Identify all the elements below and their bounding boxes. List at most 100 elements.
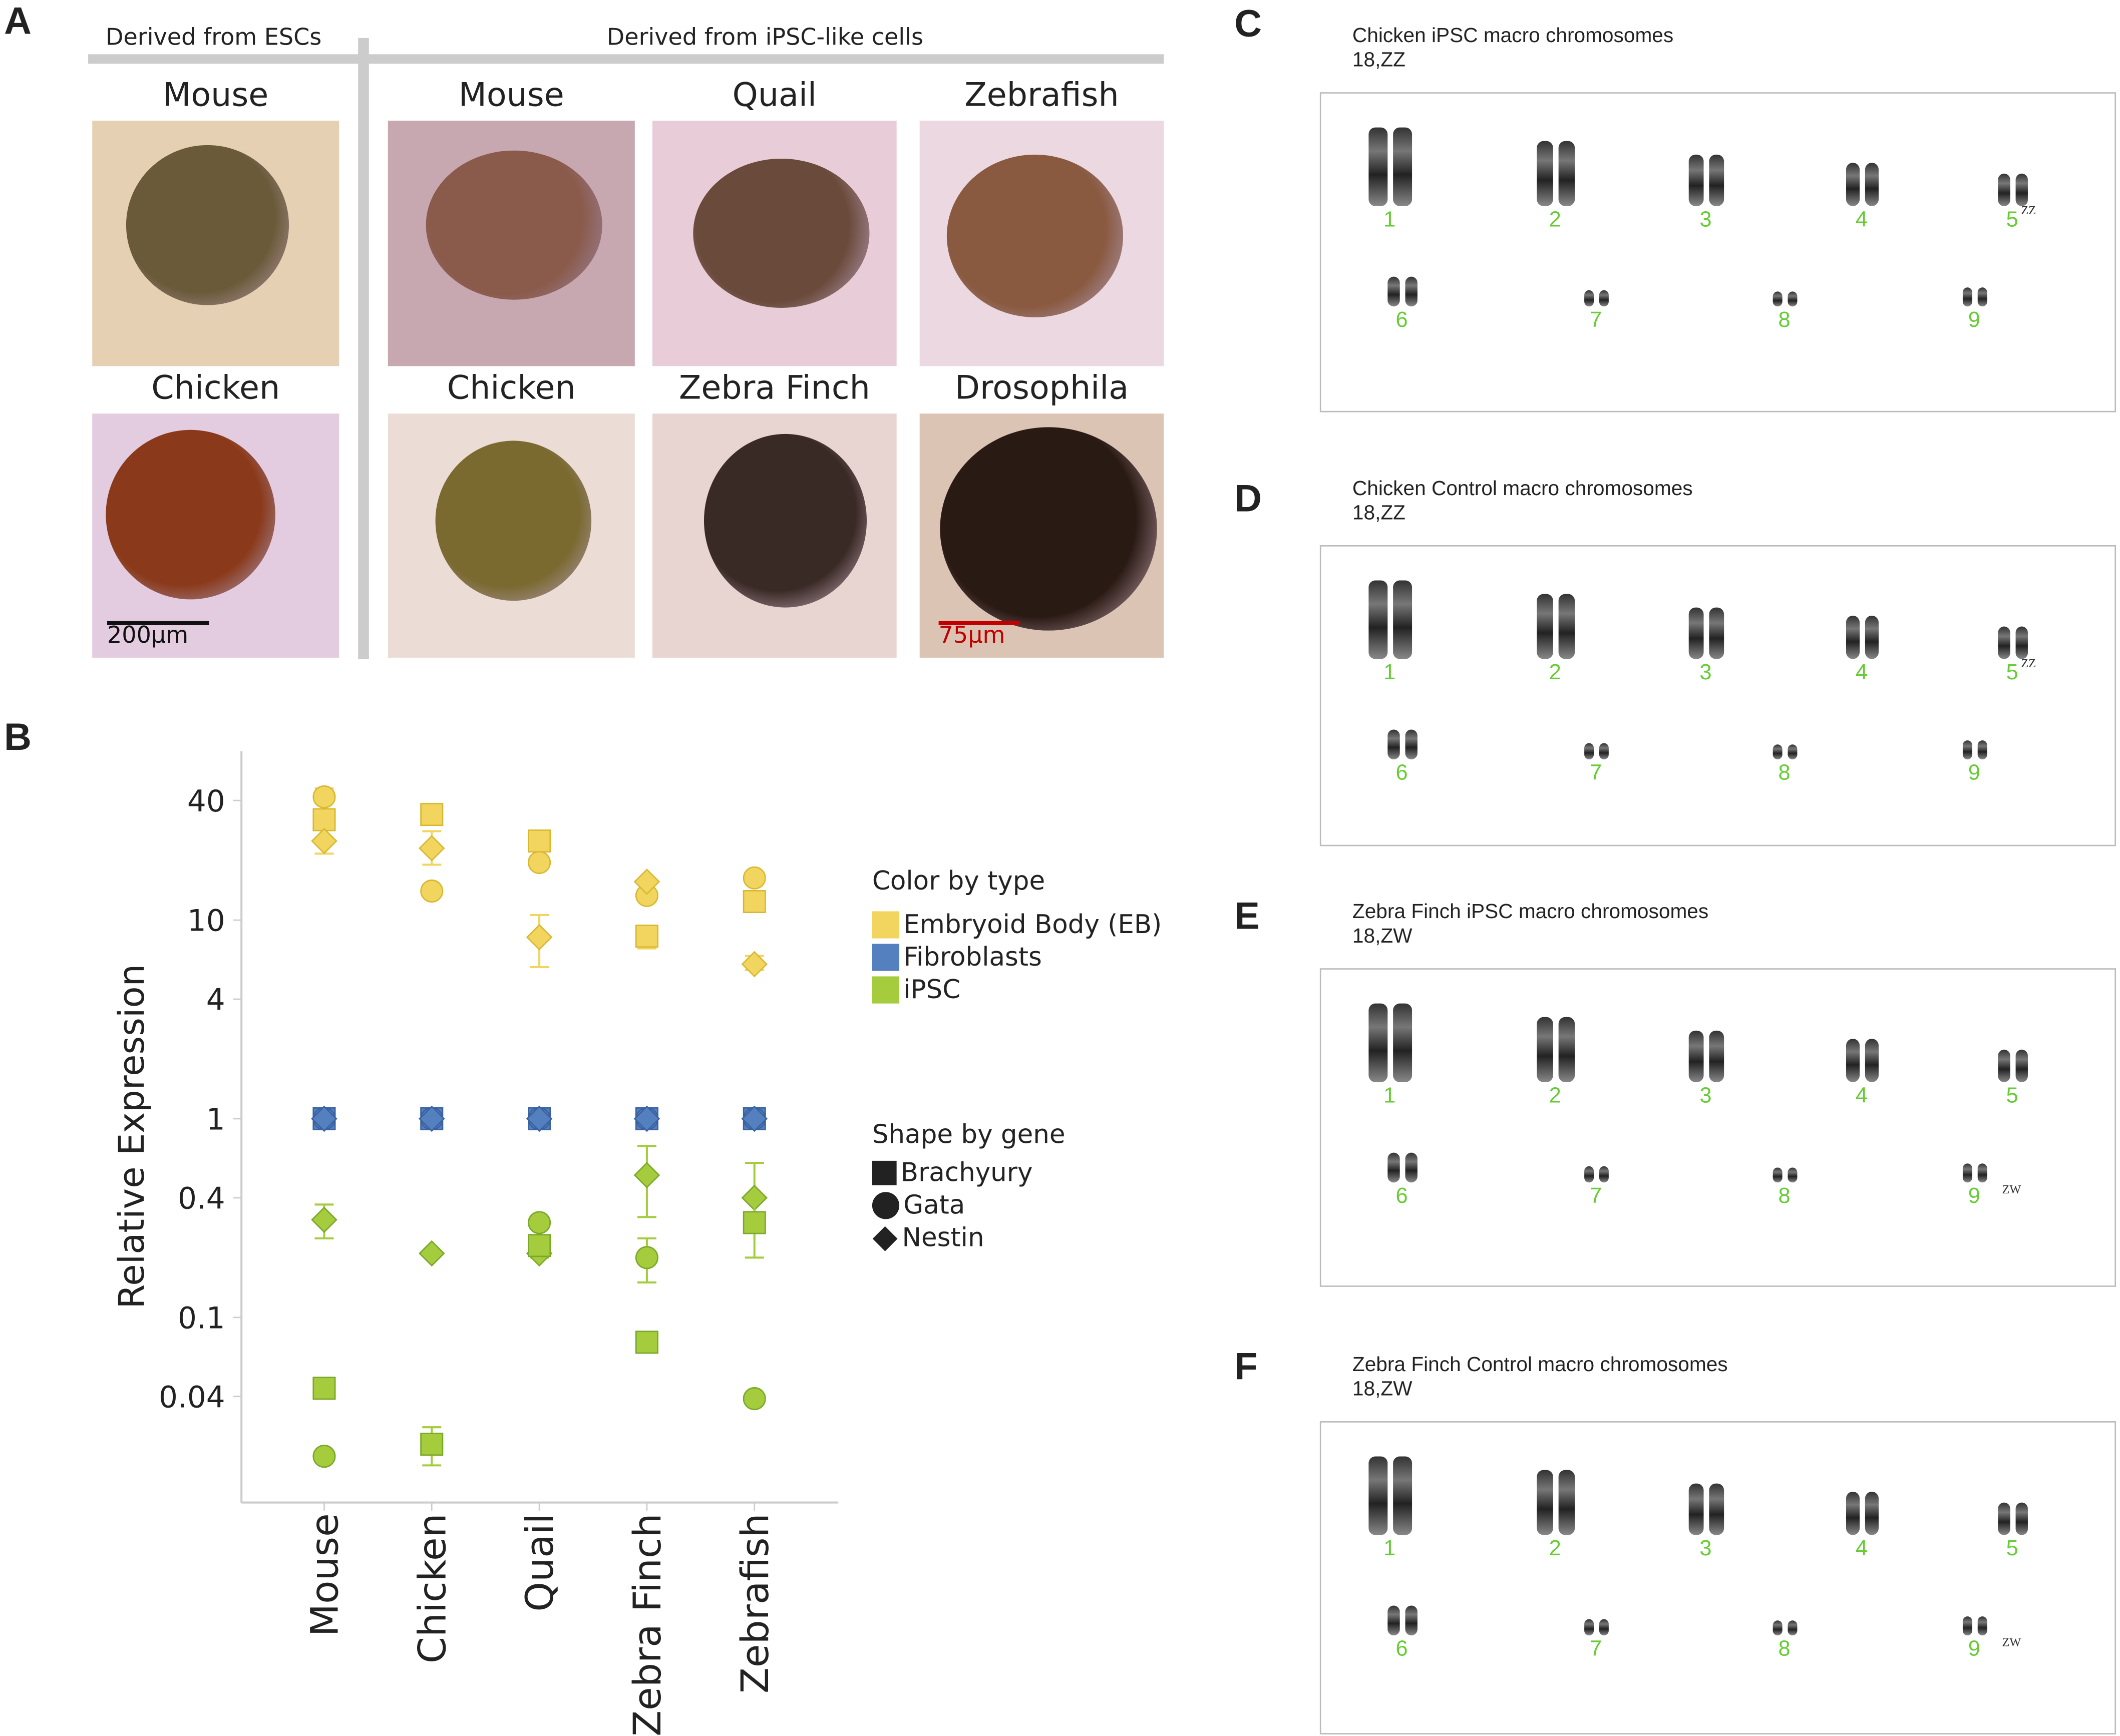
chromosome [1393, 127, 1412, 206]
chromosome [1846, 163, 1860, 206]
chromosome [1558, 1017, 1575, 1082]
square-icon [872, 1160, 897, 1185]
chromosome [1962, 1163, 1972, 1183]
chromosome [1584, 1619, 1594, 1636]
micrograph-image [652, 121, 897, 366]
chromosome [1865, 163, 1879, 206]
micrograph-label: Drosophila [954, 368, 1129, 407]
karyotype-heading: Chicken Control macro chromosomes 18,ZZ [1352, 478, 1693, 527]
chromosome [1537, 1470, 1553, 1535]
y-tick-label: 10 [187, 904, 225, 939]
karyotype-formula: 18,ZW [1352, 1378, 1412, 1401]
chromosome [1962, 1616, 1972, 1636]
data-point-square [528, 1234, 551, 1257]
panel-label-b: B [4, 716, 32, 758]
x-tick-label: Chicken [410, 1513, 454, 1663]
karyotype-title: Chicken iPSC macro chromosomes [1352, 24, 1674, 48]
chromosome [1599, 1166, 1609, 1183]
chromosome [1393, 1003, 1412, 1082]
chromosome [1773, 744, 1783, 760]
chromosome [1387, 1605, 1400, 1636]
chromosome-number: 7 [1589, 762, 1602, 785]
chromosome [1584, 290, 1594, 307]
legend-item-nestin: Nestin [872, 1222, 1066, 1254]
chromosome-number: 2 [1549, 209, 1561, 232]
karyotype-title: Zebra Finch iPSC macro chromosomes [1352, 900, 1709, 924]
chromosome-number: 2 [1549, 661, 1561, 685]
chromosome-number: 9 [1968, 1638, 1980, 1661]
expression-chart: 40 10 4 1 0.4 0.1 0.04 Relative Expression Mouse… [111, 751, 839, 1736]
legend-item-gata: Gata [872, 1189, 1066, 1222]
swatch-icon [872, 976, 900, 1004]
karyogram [1319, 92, 2116, 412]
data-point-diamond [418, 1105, 445, 1132]
chromosome [1405, 729, 1418, 760]
data-point-diamond [633, 869, 660, 895]
chromosome [1537, 594, 1553, 659]
cell-aggregate [435, 441, 592, 601]
micrograph-label: Quail [732, 76, 817, 114]
sex-chromosome-label: ZZ [2021, 203, 2036, 217]
chromosome [1773, 291, 1783, 307]
karyogram [1319, 545, 2116, 846]
legend-item-fibroblasts: Fibroblasts [872, 941, 1162, 974]
karyotype-formula: 18,ZZ [1352, 502, 1406, 525]
chromosome [1977, 1163, 1987, 1183]
micrograph-image [919, 121, 1164, 366]
chromosome [1977, 1616, 1987, 1636]
data-point-circle [420, 880, 444, 903]
chromosome [1962, 287, 1972, 307]
chromosome [1368, 580, 1388, 659]
cell-aggregate [426, 150, 602, 300]
chromosome [1846, 615, 1860, 659]
data-point-circle [635, 1246, 658, 1269]
micrograph-image [92, 413, 339, 658]
karyogram [1319, 1421, 2116, 1734]
chromosome [2015, 626, 2028, 659]
cell-aggregate [946, 154, 1124, 317]
data-point-diamond [526, 1105, 553, 1132]
karyotype-title: Zebra Finch Control macro chromosomes [1352, 1353, 1728, 1377]
data-point-diamond [633, 1105, 660, 1132]
chromosome [1977, 740, 1987, 760]
legend-item-eb: Embryoid Body (EB) [872, 909, 1162, 941]
micrograph-label: Zebra Finch [678, 368, 870, 407]
chromosome [1709, 1483, 1724, 1535]
chromosome-number: 5 [2006, 209, 2018, 232]
data-point-circle [528, 850, 551, 874]
data-point-square [743, 1211, 766, 1234]
chromosome [1846, 1491, 1860, 1535]
sex-chromosome-label: ZZ [2021, 656, 2036, 670]
chromosome [1962, 740, 1972, 760]
data-point-diamond [633, 1162, 660, 1188]
chromosome-number: 5 [2006, 1538, 2018, 1561]
chromosome [1688, 1030, 1704, 1082]
panel-label-a: A [4, 0, 32, 42]
chromosome-number: 7 [1589, 309, 1602, 332]
header-ipsc: Derived from iPSC-like cells [606, 24, 923, 52]
y-axis-label: Relative Expression [111, 964, 152, 1309]
chromosome [1558, 594, 1575, 659]
data-point-square [635, 925, 658, 948]
diamond-icon [872, 1225, 898, 1251]
scale-bar-label: 200µm [107, 622, 189, 650]
karyogram [1319, 968, 2116, 1287]
micrograph-label: Chicken [151, 368, 280, 407]
legend-label: Fibroblasts [903, 942, 1042, 973]
chromosome-number: 5 [2006, 1085, 2018, 1108]
panel-label-c: C [1234, 3, 1262, 45]
chromosome-number: 8 [1778, 1185, 1791, 1208]
legend-label: Brachyury [900, 1158, 1033, 1188]
header-divider [88, 54, 1164, 64]
chromosome-number: 4 [1855, 661, 1868, 685]
scale-bar [107, 621, 209, 625]
chromosome [1688, 1483, 1704, 1535]
chromosome [2015, 1502, 2028, 1535]
x-tick-label: Quail [518, 1513, 562, 1611]
chromosome-number: 9 [1968, 1185, 1980, 1208]
chromosome [1788, 1167, 1798, 1183]
legend-item-ipsc: iPSC [872, 974, 1162, 1006]
legend-color: Color by type Embryoid Body (EB) Fibrobl… [872, 865, 1162, 1006]
cell-aggregate [106, 429, 275, 600]
chromosome [1688, 154, 1704, 206]
